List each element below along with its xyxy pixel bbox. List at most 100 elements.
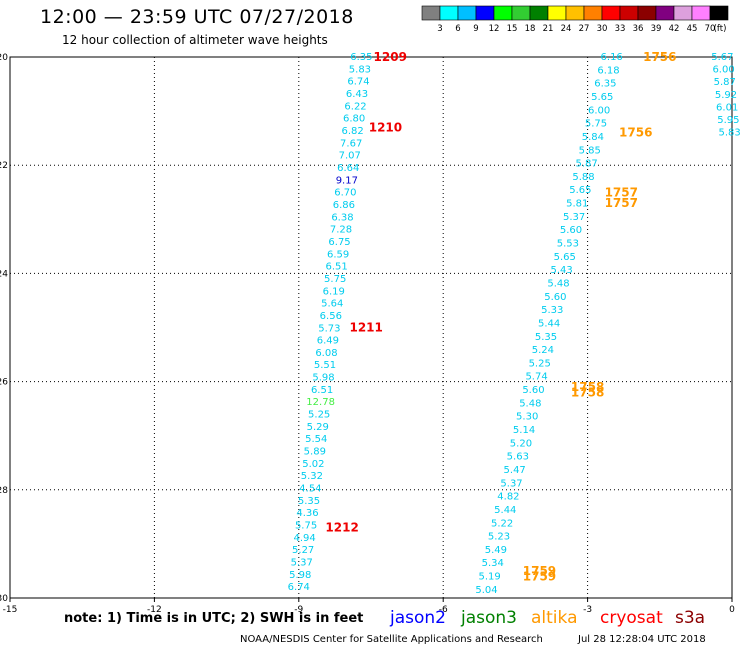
colorbar-label: 45	[687, 24, 698, 34]
legend-cryosat-label: cryosat	[600, 608, 663, 628]
swh-value: 5.81	[566, 199, 588, 210]
swh-value: 5.87	[576, 159, 598, 170]
swh-value: 5.85	[579, 145, 601, 156]
swh-value: 5.83	[718, 128, 740, 139]
swh-value: 5.84	[582, 132, 604, 143]
swh-value: 6.18	[597, 65, 619, 76]
swh-value: 5.67	[711, 52, 733, 63]
colorbar-label: 24	[561, 24, 572, 34]
swh-value: 5.98	[289, 570, 311, 581]
swh-value: 5.23	[488, 532, 510, 543]
pass-label: 1759	[523, 564, 556, 578]
swh-value: 5.27	[292, 545, 314, 556]
swh-value: 5.53	[557, 239, 579, 250]
swh-value: 5.64	[321, 299, 343, 310]
x-tick-label: -6	[439, 605, 448, 615]
swh-value: 5.75	[295, 521, 317, 532]
swh-value: 5.35	[298, 496, 320, 507]
swh-value: 6.00	[588, 105, 610, 116]
swh-value: 5.83	[349, 64, 371, 75]
colorbar-label: 3	[437, 24, 442, 34]
swh-value: 5.02	[302, 459, 324, 470]
swh-value: 5.63	[507, 452, 529, 463]
swh-value: 7.28	[330, 225, 352, 236]
pass-label: 1757	[605, 196, 638, 210]
colorbar-label: 9	[473, 24, 478, 34]
x-tick-label: -3	[583, 605, 592, 615]
swh-value: 6.74	[288, 582, 310, 593]
swh-value: 5.98	[312, 373, 334, 384]
x-tick-label: -9	[294, 605, 303, 615]
swh-value: 6.86	[333, 200, 355, 211]
colorbar-label: 15	[507, 24, 518, 34]
y-tick-label: -24	[0, 269, 8, 279]
swh-value: 7.07	[339, 151, 361, 162]
colorbar-unit: (ft)	[714, 24, 727, 34]
colorbar-swatch	[709, 5, 729, 21]
swh-value: 5.44	[538, 318, 560, 329]
colorbar-label: 30	[597, 24, 608, 34]
swh-value: 6.64	[337, 163, 359, 174]
swh-value: 12.78	[306, 397, 335, 408]
pass-label: 1212	[325, 521, 358, 535]
footer-credit: NOAA/NESDIS Center for Satellite Applica…	[240, 634, 543, 645]
swh-value: 5.25	[308, 410, 330, 421]
legend-jason3: jason3	[461, 608, 517, 628]
swh-value: 5.60	[522, 385, 544, 396]
y-tick-label: -22	[0, 161, 8, 171]
swh-value: 5.88	[572, 172, 594, 183]
swh-value: 5.75	[324, 274, 346, 285]
swh-value: 5.37	[563, 212, 585, 223]
swh-value: 5.22	[491, 518, 513, 529]
legend-s3a: s3a	[675, 608, 705, 628]
swh-value: 5.25	[529, 358, 551, 369]
swh-value: 4.82	[497, 492, 519, 503]
legend-jason3-label: jason3	[461, 608, 517, 628]
swh-value: 6.22	[344, 101, 366, 112]
swh-value: 5.65	[591, 92, 613, 103]
swh-value: 4.36	[296, 508, 318, 519]
swh-value: 6.56	[320, 311, 342, 322]
swh-value: 6.75	[328, 237, 350, 248]
swh-value: 5.95	[717, 115, 739, 126]
legend-jason2-label: jason2	[390, 608, 446, 628]
swh-value: 5.87	[714, 77, 736, 88]
pass-label: 1757	[605, 185, 638, 199]
y-tick-label: -20	[0, 53, 8, 63]
swh-value: 6.00	[712, 65, 734, 76]
pass-label: 1759	[523, 569, 556, 583]
swh-value: 6.70	[334, 188, 356, 199]
swh-value: 5.92	[715, 90, 737, 101]
swh-value: 6.16	[601, 52, 623, 63]
colorbar-label: 70	[705, 24, 716, 34]
x-tick-label: 0	[729, 605, 735, 615]
pass-label: 1758	[571, 380, 604, 394]
colorbar-label: 33	[615, 24, 626, 34]
swh-value: 5.14	[513, 425, 535, 436]
legend-s3a-label: s3a	[675, 608, 706, 628]
colorbar-label: 6	[455, 24, 460, 34]
swh-value: 7.67	[340, 138, 362, 149]
swh-value: 5.51	[314, 360, 336, 371]
swh-value: 5.32	[301, 471, 323, 482]
swh-value: 6.01	[716, 102, 738, 113]
swh-value: 5.24	[532, 345, 554, 356]
colorbar-label: 18	[525, 24, 536, 34]
y-tick-label: -30	[0, 594, 8, 604]
colorbar-label: 21	[543, 24, 554, 34]
chart-subtitle: 12 hour collection of altimeter wave hei…	[62, 33, 328, 47]
swh-value: 5.35	[535, 332, 557, 343]
footnote-note: note: 1) Time is in UTC; 2) SWH is in fe…	[64, 611, 364, 626]
swh-value: 5.54	[305, 434, 327, 445]
swh-value: 5.43	[550, 265, 572, 276]
legend-cryosat: cryosat	[600, 608, 663, 628]
swh-value: 6.49	[317, 336, 339, 347]
swh-value: 6.59	[327, 249, 349, 260]
swh-value: 4.54	[299, 484, 321, 495]
x-tick-label: -15	[3, 605, 18, 615]
swh-value: 5.20	[510, 438, 532, 449]
swh-value: 5.48	[547, 278, 569, 289]
x-tick-label: -12	[147, 605, 162, 615]
swh-value: 5.49	[485, 545, 507, 556]
swh-value: 6.74	[347, 77, 369, 88]
